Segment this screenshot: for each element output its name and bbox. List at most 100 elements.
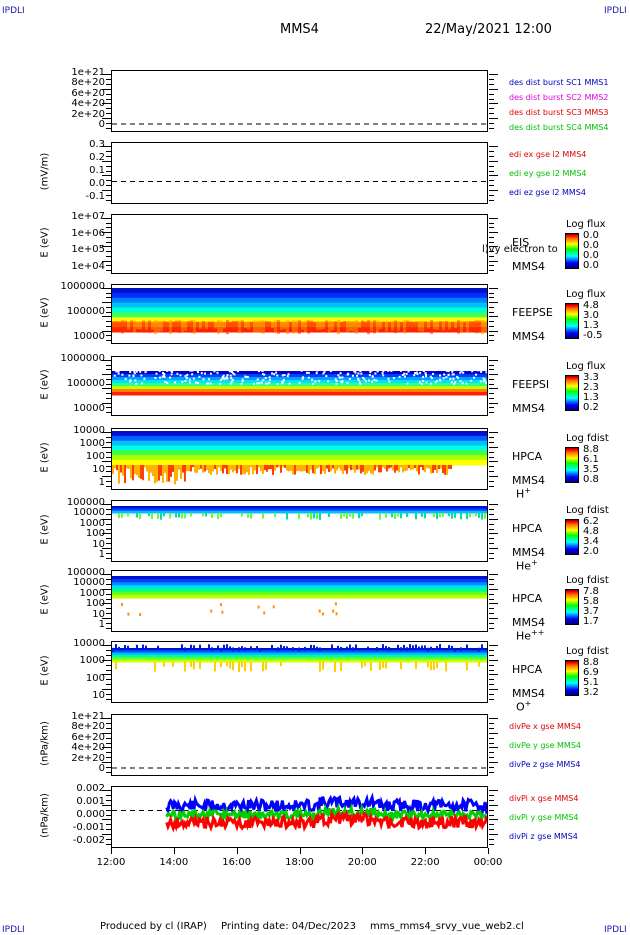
- spectrogram-cell: [393, 377, 395, 379]
- spectrogram-cell: [220, 379, 222, 381]
- left-axis-tick: [102, 834, 111, 835]
- spectrogram-cell: [276, 465, 278, 467]
- right-axis-tick: [489, 645, 498, 646]
- right-axis-tick: [489, 251, 494, 252]
- spectrogram-cell: [403, 368, 405, 370]
- right-axis-tick: [489, 99, 494, 100]
- spectrogram-cell: [439, 513, 441, 517]
- spectrogram-cell: [184, 321, 187, 331]
- left-axis-tick: [106, 369, 111, 370]
- spectrogram-cell: [340, 322, 343, 329]
- left-axis-tick: [102, 533, 111, 534]
- left-axis-tick: [106, 829, 111, 830]
- panel-4: [111, 356, 488, 416]
- y-axis-label: E (eV): [40, 273, 51, 353]
- spectrogram-cell: [164, 381, 166, 383]
- spectrogram-cell: [444, 465, 446, 475]
- spectrogram-cell: [368, 465, 370, 471]
- corner-label-top-left: IPDLI: [2, 6, 25, 16]
- spectrogram-cell: [211, 647, 213, 651]
- spectrogram-cell: [346, 369, 348, 371]
- spectrogram-cell: [114, 369, 116, 371]
- spectrogram-cell: [266, 465, 268, 472]
- left-axis-tick: [106, 844, 111, 845]
- y-tick-label: 0.1: [45, 165, 105, 176]
- right-axis-tick: [489, 471, 494, 472]
- spectrogram-cell: [247, 321, 250, 329]
- spectrogram-cell: [142, 321, 145, 333]
- y-tick-label: 10: [45, 609, 105, 620]
- spectrogram-cell: [141, 363, 143, 365]
- spectrogram-cell: [334, 465, 336, 474]
- colorbar: [565, 589, 579, 625]
- spectrogram-cell: [445, 321, 448, 331]
- right-axis-tick: [489, 297, 494, 298]
- spectrogram-cell: [336, 465, 338, 470]
- y-tick-label: 1e+21: [45, 67, 105, 78]
- spectrogram-band: [112, 436, 487, 441]
- left-axis-tick: [102, 747, 111, 748]
- spectrogram-cell: [259, 321, 262, 333]
- y-tick-label: 10: [45, 464, 105, 475]
- spectrogram-cell: [145, 321, 148, 330]
- spectrogram-cell: [274, 513, 276, 517]
- spectrogram-cell: [484, 321, 487, 333]
- spectrogram-cell: [431, 368, 433, 370]
- y-axis-label: E (eV): [40, 560, 51, 640]
- left-axis-tick: [106, 293, 111, 294]
- spectrogram-cell: [316, 321, 319, 330]
- spectrogram-cell: [154, 364, 156, 366]
- spectrogram-cell: [409, 321, 412, 329]
- spectrogram-cell: [421, 321, 424, 332]
- spectrogram-cell: [236, 465, 238, 473]
- spectrogram-cell: [136, 513, 138, 518]
- spectrogram-cell: [206, 465, 208, 470]
- spectrogram-cell: [216, 465, 218, 475]
- spectrogram-cell: [403, 645, 405, 649]
- right-axis-tick: [489, 360, 498, 361]
- spectrogram-cell: [260, 465, 262, 471]
- panel-2: [111, 214, 488, 274]
- left-axis-tick: [106, 128, 111, 129]
- left-axis-tick: [106, 227, 111, 228]
- spectrogram-cell: [316, 372, 318, 374]
- spectrogram-cell: [473, 377, 475, 379]
- spectrogram-cell: [184, 380, 186, 382]
- spectrogram-cell: [292, 647, 294, 651]
- panel-6: [111, 500, 488, 562]
- spectrogram-cell: [406, 383, 408, 385]
- spectrogram-cell: [114, 375, 116, 377]
- spectrogram-cell: [325, 321, 328, 333]
- spectrogram-cell: [461, 370, 463, 372]
- spectrogram-cell: [486, 381, 487, 383]
- spectrogram-cell: [220, 465, 222, 471]
- spectrogram-cell: [361, 662, 363, 668]
- left-axis-tick: [106, 242, 111, 243]
- right-axis-tick: [489, 738, 494, 739]
- legend-entry: edi ez gse l2 MMS4: [509, 188, 586, 197]
- y-tick-label: 2e+20: [45, 109, 105, 120]
- spectrogram-cell: [313, 513, 315, 518]
- spectrogram-cell: [424, 513, 426, 518]
- spectrogram-cell: [483, 378, 485, 380]
- spectrogram-cell: [163, 321, 166, 331]
- x-tick-label: 18:00: [275, 857, 325, 868]
- spectrogram-cell: [376, 647, 378, 651]
- spectrogram-cell: [250, 646, 252, 650]
- left-axis-tick: [106, 412, 111, 413]
- right-axis-tick: [489, 533, 498, 534]
- spectrogram-cell: [232, 465, 234, 472]
- right-axis-tick: [489, 103, 498, 104]
- spectrogram-cell: [181, 381, 183, 383]
- spectrogram-cell: [415, 645, 417, 649]
- spectrogram-cell: [289, 383, 291, 385]
- spectrogram-cell: [271, 372, 273, 374]
- spectrogram-cell: [154, 662, 156, 672]
- species-charge: +: [525, 699, 532, 708]
- spectrogram-cell: [154, 320, 157, 334]
- left-axis-tick: [106, 723, 111, 724]
- spectrogram-cell: [241, 321, 244, 333]
- spectrogram-cell: [299, 382, 301, 384]
- spectrogram-cell: [319, 662, 321, 672]
- spectrogram-cell: [454, 513, 456, 518]
